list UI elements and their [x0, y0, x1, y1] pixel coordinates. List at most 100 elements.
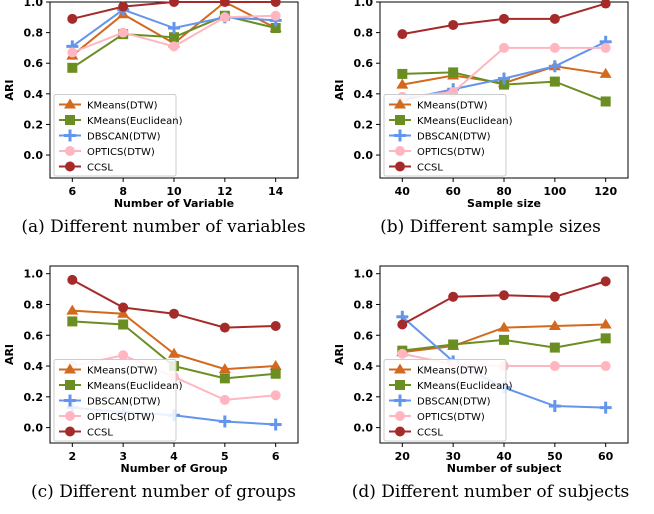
- data-point: [118, 350, 129, 361]
- data-point: [448, 19, 459, 30]
- legend-label: OPTICS(DTW): [87, 147, 155, 158]
- legend-label: KMeans(Euclidean): [87, 381, 183, 392]
- legend-box: [383, 359, 507, 442]
- data-point: [67, 47, 78, 58]
- data-point: [270, 390, 281, 401]
- caption-b: (b) Different sample sizes: [380, 217, 601, 237]
- legend-marker: [65, 426, 75, 437]
- data-point: [498, 72, 510, 85]
- y-tick-label: 0.6: [24, 329, 44, 342]
- legend-marker: [395, 380, 405, 390]
- data-point: [218, 363, 231, 374]
- y-tick-label: 0.4: [24, 88, 44, 101]
- data-point: [397, 348, 408, 359]
- data-point: [169, 0, 179, 7]
- y-tick-label: 0.4: [24, 360, 44, 373]
- y-tick-label: 0.2: [24, 391, 44, 404]
- data-point: [548, 320, 561, 331]
- y-axis-label: ARI: [3, 344, 16, 365]
- x-tick-label: 2: [68, 450, 76, 463]
- data-point: [117, 307, 130, 318]
- x-tick-label: 40: [395, 185, 411, 198]
- legend-label: CCSL: [417, 163, 443, 174]
- data-point: [499, 13, 509, 24]
- y-tick-label: 0.0: [24, 149, 44, 162]
- x-tick-label: 120: [594, 185, 617, 198]
- legend-marker: [65, 411, 75, 421]
- data-point: [549, 291, 560, 302]
- legend-marker: [64, 363, 76, 374]
- legend-marker: [64, 129, 76, 142]
- y-tick-label: 1.0: [24, 0, 44, 9]
- legend-label: KMeans(DTW): [417, 366, 488, 377]
- x-axis-label: Number of Group: [121, 462, 228, 475]
- data-point: [270, 0, 281, 7]
- chart-panel-d: 0.0 0.2 0.4 0.6 0.8 1.0 20 30 40 50 60 Number of su…: [333, 265, 629, 475]
- y-tick-label: 0.0: [354, 149, 374, 162]
- legend-marker: [394, 98, 406, 109]
- data-point: [67, 274, 78, 285]
- legend-label: KMeans(DTW): [417, 101, 488, 112]
- data-point: [448, 67, 459, 78]
- data-point: [499, 42, 509, 53]
- data-point: [66, 304, 79, 315]
- legend-label: KMeans(DTW): [87, 101, 158, 112]
- x-tick-label: 60: [446, 185, 462, 198]
- data-point: [219, 394, 230, 405]
- data-point: [168, 22, 180, 35]
- x-tick-label: 5: [221, 450, 229, 463]
- legend: KMeans(DTW) KMeans(Euclidean) DBSCAN(DTW) O…: [383, 94, 513, 177]
- data-point: [549, 361, 560, 372]
- y-tick-label: 0.2: [354, 391, 374, 404]
- data-point: [599, 401, 612, 414]
- legend-box: [53, 359, 177, 442]
- legend: KMeans(DTW) KMeans(Euclidean) DBSCAN(DTW) O…: [53, 94, 183, 177]
- data-point: [397, 29, 408, 40]
- y-tick-label: 0.6: [354, 57, 374, 70]
- data-point: [599, 35, 612, 48]
- data-point: [548, 400, 561, 413]
- legend-marker: [394, 394, 406, 407]
- data-point: [168, 347, 180, 358]
- data-point: [549, 13, 560, 24]
- x-tick-label: 50: [547, 450, 563, 463]
- data-point: [169, 308, 179, 319]
- series-line-4: [401, 280, 606, 326]
- legend: KMeans(DTW) KMeans(Euclidean) DBSCAN(DTW) O…: [53, 359, 183, 442]
- x-tick-label: 20: [395, 450, 411, 463]
- data-point: [118, 319, 129, 330]
- data-point: [499, 290, 509, 301]
- y-tick-label: 0.2: [24, 118, 44, 131]
- data-point: [270, 10, 281, 21]
- data-point: [397, 319, 408, 330]
- x-tick-label: 3: [119, 450, 127, 463]
- y-tick-label: 0.4: [354, 88, 374, 101]
- data-point: [549, 42, 560, 53]
- legend-label: CCSL: [87, 163, 113, 174]
- x-tick-label: 60: [598, 450, 614, 463]
- data-point: [549, 76, 560, 87]
- legend-marker: [65, 161, 75, 172]
- legend-box: [53, 94, 177, 177]
- legend-marker: [395, 161, 405, 172]
- x-tick-label: 100: [543, 185, 566, 198]
- data-point: [397, 68, 408, 79]
- legend-label: KMeans(Euclidean): [87, 116, 183, 127]
- x-tick-label: 6: [272, 450, 280, 463]
- x-tick-label: 8: [119, 185, 127, 198]
- data-point: [270, 321, 281, 332]
- chart-panel-c: 0.0 0.2 0.4 0.6 0.8 1.0 2 3 4 5 6 Number of Group AR…: [3, 265, 299, 475]
- data-point: [118, 27, 129, 38]
- legend-label: CCSL: [417, 428, 443, 439]
- legend-label: KMeans(Euclidean): [417, 381, 513, 392]
- x-tick-label: 30: [446, 450, 462, 463]
- y-tick-label: 0.8: [24, 27, 44, 40]
- x-tick-label: 4: [170, 450, 178, 463]
- chart-panel-b: 0.0 0.2 0.4 0.6 0.8 1.0 40 60 80 100 120 Sample siz…: [333, 0, 629, 210]
- y-axis-label: ARI: [3, 79, 16, 100]
- y-tick-label: 1.0: [24, 268, 44, 281]
- caption-c: (c) Different number of groups: [31, 482, 296, 502]
- legend-box: [383, 94, 507, 177]
- data-point: [600, 0, 611, 9]
